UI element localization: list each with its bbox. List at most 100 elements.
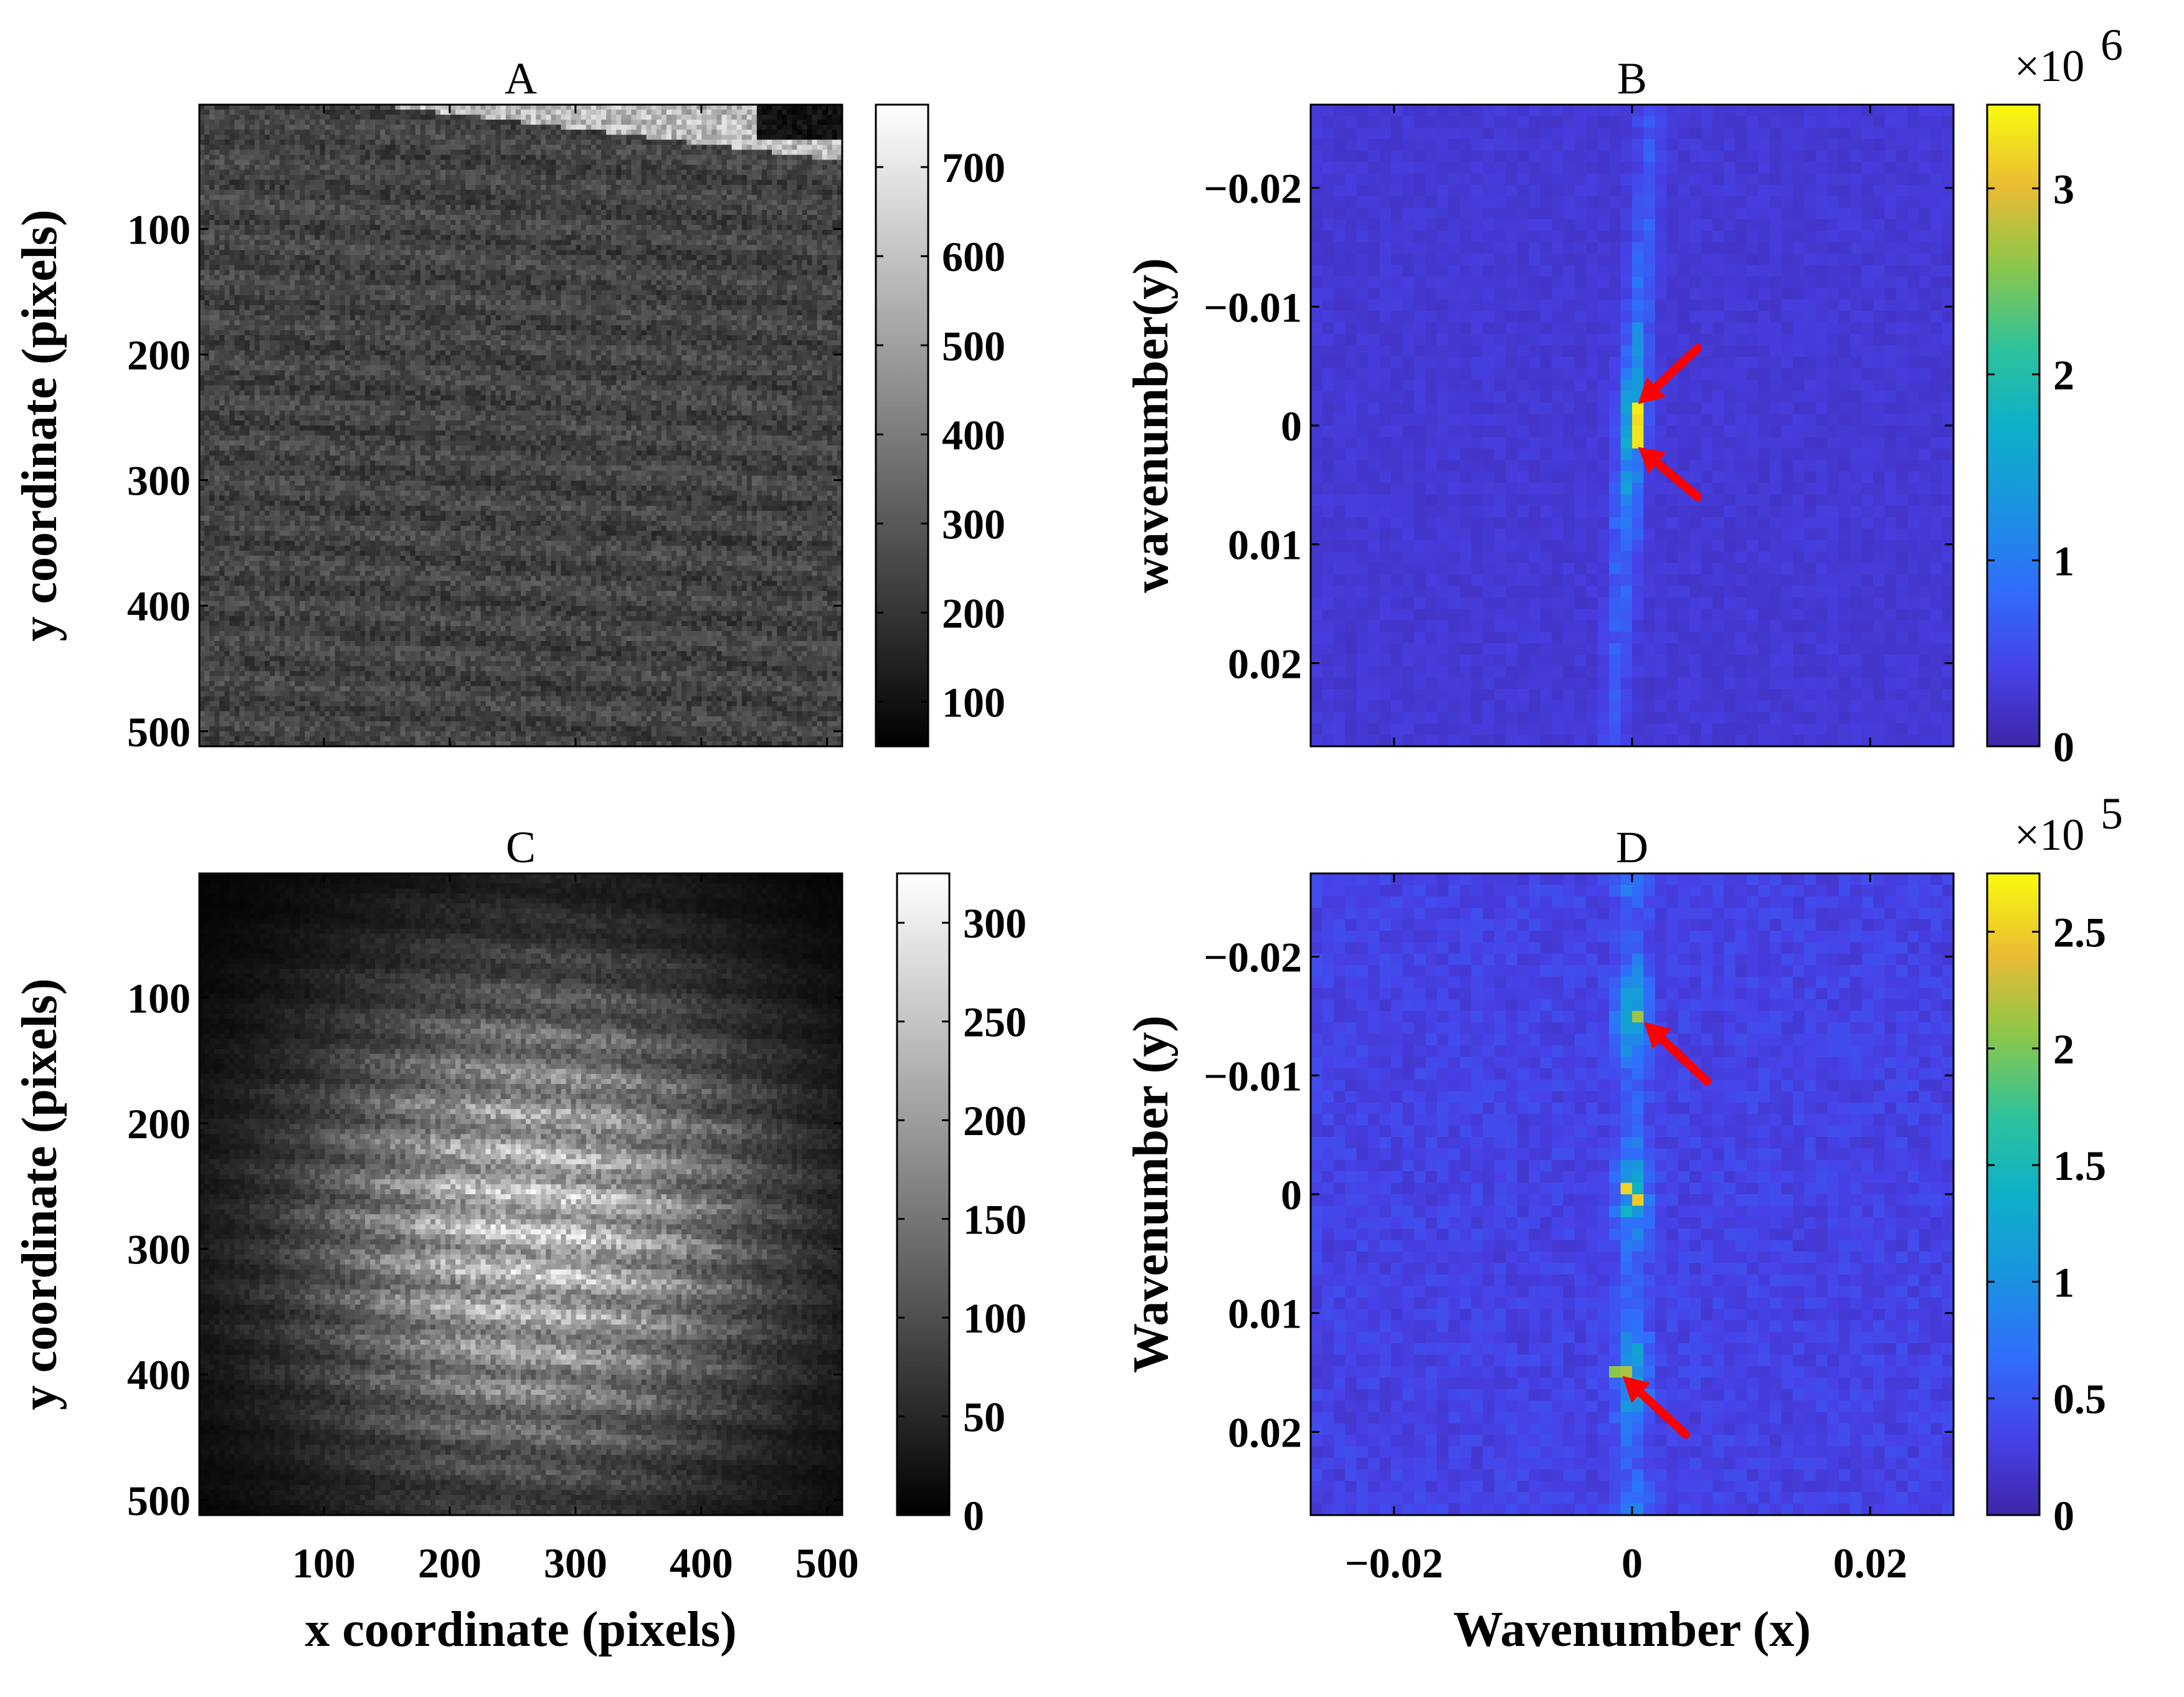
- pixel: [611, 145, 617, 150]
- pixel: [541, 185, 546, 191]
- pixel: [486, 170, 491, 176]
- pixel: [295, 160, 300, 166]
- pixel: [345, 160, 351, 166]
- pixel: [667, 195, 672, 201]
- pixel: [430, 115, 436, 120]
- pixel: [455, 200, 461, 206]
- pixel: [440, 210, 446, 216]
- pixel: [234, 160, 240, 166]
- pixel: [611, 110, 617, 115]
- pixel: [395, 150, 401, 155]
- pixel: [335, 165, 341, 171]
- pixel: [777, 175, 782, 181]
- pixel: [822, 220, 828, 226]
- pixel: [531, 150, 536, 155]
- pixel: [250, 140, 255, 145]
- pixel: [229, 220, 235, 226]
- pixel: [370, 135, 376, 140]
- pixel: [411, 220, 416, 226]
- pixel: [636, 115, 642, 120]
- pixel: [265, 115, 270, 120]
- pixel: [229, 170, 235, 176]
- pixel: [360, 180, 366, 186]
- pixel: [475, 155, 481, 161]
- pixel: [496, 145, 501, 150]
- pixel: [551, 185, 556, 191]
- pixel: [631, 225, 637, 231]
- pixel: [290, 180, 295, 186]
- pixel: [234, 120, 240, 125]
- pixel: [596, 155, 602, 161]
- pixel: [486, 115, 491, 120]
- pixel: [737, 205, 743, 211]
- pixel: [716, 225, 722, 231]
- pixel: [722, 155, 728, 161]
- pixel: [722, 135, 728, 140]
- pixel: [481, 110, 487, 115]
- pixel: [677, 220, 682, 226]
- pixel: [832, 200, 838, 206]
- pixel: [762, 145, 767, 150]
- pixel: [310, 215, 315, 221]
- pixel: [465, 120, 471, 125]
- pixel: [642, 130, 647, 135]
- pixel: [470, 165, 476, 171]
- pixel: [642, 180, 647, 186]
- pixel: [219, 150, 225, 155]
- pixel: [365, 190, 371, 196]
- pixel: [390, 220, 396, 226]
- pixel: [832, 155, 838, 161]
- pixel: [787, 205, 792, 211]
- pixel: [219, 175, 225, 181]
- pixel: [511, 225, 516, 231]
- pixel: [546, 185, 551, 191]
- pixel: [792, 130, 797, 135]
- pixel: [275, 150, 280, 155]
- pixel: [782, 200, 787, 206]
- pixel: [300, 150, 305, 155]
- pixel: [390, 185, 396, 191]
- pixel: [250, 115, 255, 120]
- pixel: [420, 165, 426, 171]
- pixel: [340, 125, 346, 130]
- pixel: [732, 140, 738, 145]
- pixel: [385, 170, 391, 176]
- pixel: [310, 145, 315, 150]
- pixel: [667, 205, 672, 211]
- pixel: [551, 205, 556, 211]
- pixel: [491, 185, 496, 191]
- pixel: [455, 120, 461, 125]
- pixel: [325, 215, 331, 221]
- pixel: [752, 170, 757, 176]
- pixel: [591, 185, 597, 191]
- pixel: [556, 190, 561, 196]
- pixel: [772, 205, 777, 211]
- pixel: [797, 190, 802, 196]
- pixel: [214, 155, 220, 161]
- pixel: [310, 195, 315, 201]
- pixel: [762, 140, 767, 145]
- pixel: [737, 170, 743, 176]
- pixel: [686, 160, 692, 166]
- pixel: [581, 215, 587, 221]
- pixel: [636, 125, 642, 130]
- pixel: [601, 135, 607, 140]
- pixel: [390, 115, 396, 120]
- pixel: [576, 155, 582, 161]
- pixel: [280, 215, 285, 221]
- pixel: [581, 180, 587, 186]
- pixel: [581, 145, 587, 150]
- pixel: [224, 155, 230, 161]
- pixel: [204, 215, 210, 221]
- pixel: [465, 170, 471, 176]
- pixel: [566, 150, 572, 155]
- pixel: [526, 225, 531, 231]
- pixel: [340, 185, 346, 191]
- pixel: [411, 125, 416, 130]
- pixel: [385, 210, 391, 216]
- pixel: [777, 130, 782, 135]
- pixel: [204, 170, 210, 176]
- pixel: [270, 190, 275, 196]
- pixel: [802, 220, 808, 226]
- pixel: [516, 220, 521, 226]
